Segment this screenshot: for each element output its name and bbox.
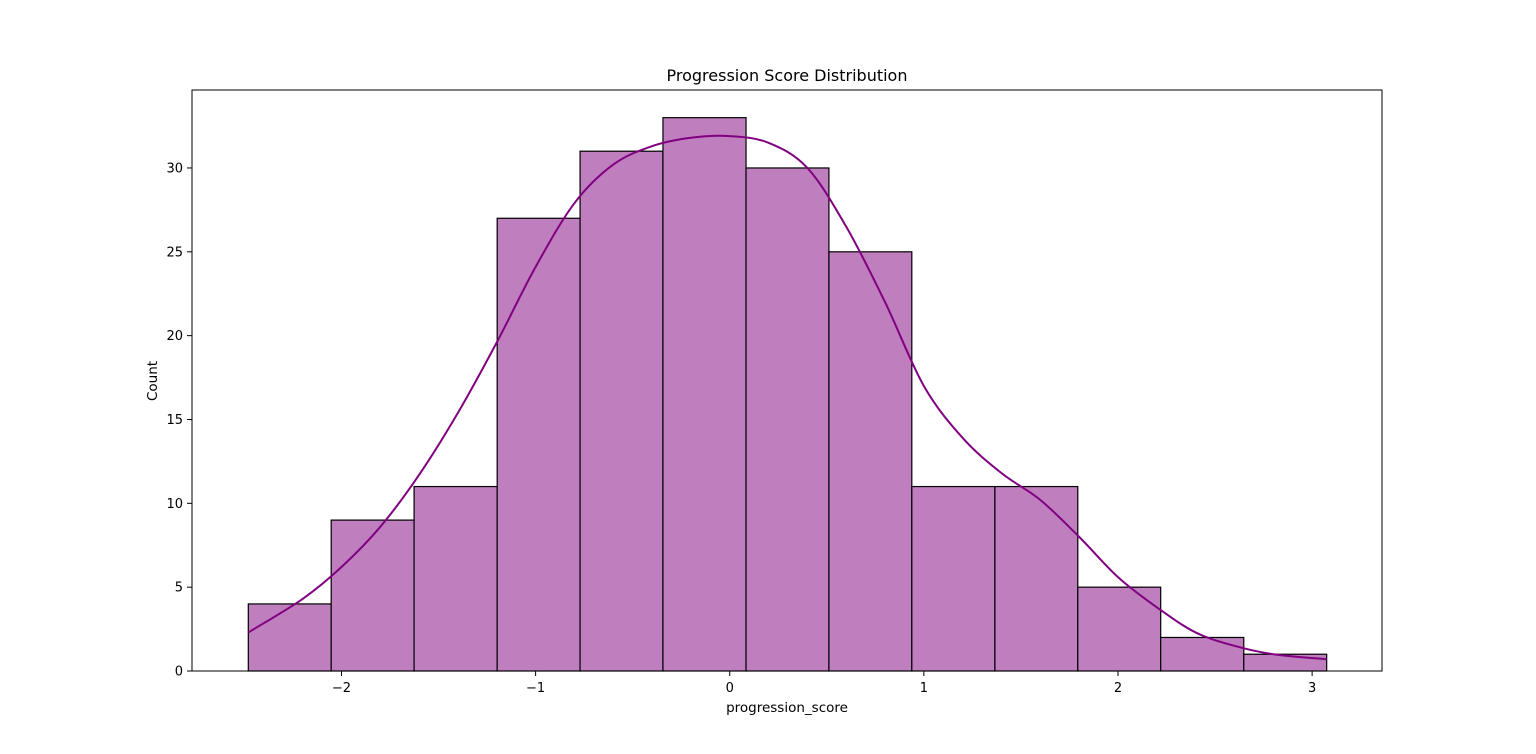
histogram-bar-2 (413, 485, 498, 672)
x-tick-label-4: 2 (1114, 681, 1122, 696)
y-tick-label-4: 20 (166, 329, 183, 344)
histogram-bar-12 (1243, 653, 1328, 672)
histogram-bar-8 (911, 485, 996, 672)
histogram-bar-1 (330, 519, 415, 672)
x-axis-ticks: −2 −1 0 1 2 3 (332, 671, 1316, 696)
x-tick-label-0: −2 (332, 681, 351, 696)
y-tick-label-0: 0 (175, 665, 183, 680)
x-tick-label-3: 1 (920, 681, 928, 696)
y-axis-label: Count (145, 361, 161, 401)
y-tick-label-3: 15 (166, 413, 183, 428)
x-tick-label-1: −1 (526, 681, 545, 696)
histogram-bar-5 (662, 117, 747, 672)
x-tick-label-2: 0 (726, 681, 734, 696)
histogram-bars (247, 117, 1328, 672)
y-tick-label-5: 25 (166, 245, 183, 260)
x-tick-label-5: 3 (1308, 681, 1316, 696)
kde-curve (247, 134, 1327, 661)
y-tick-label-6: 30 (166, 161, 183, 176)
y-tick-label-1: 5 (175, 581, 183, 596)
histogram-bar-10 (1077, 586, 1162, 672)
histogram-bar-6 (745, 167, 830, 672)
x-axis-label: progression_score (726, 700, 848, 716)
chart-title: Progression Score Distribution (667, 66, 908, 85)
plot-area-frame (191, 89, 1383, 672)
histogram-bar-11 (1160, 636, 1245, 672)
y-tick-label-2: 10 (166, 497, 183, 512)
histogram-bar-3 (496, 217, 581, 672)
histogram-bar-9 (994, 485, 1079, 672)
histogram-bar-0 (247, 603, 332, 672)
y-axis-ticks: 0 5 10 15 20 25 30 (166, 161, 192, 680)
histogram-bar-7 (828, 251, 913, 672)
histogram-bar-4 (579, 150, 664, 672)
